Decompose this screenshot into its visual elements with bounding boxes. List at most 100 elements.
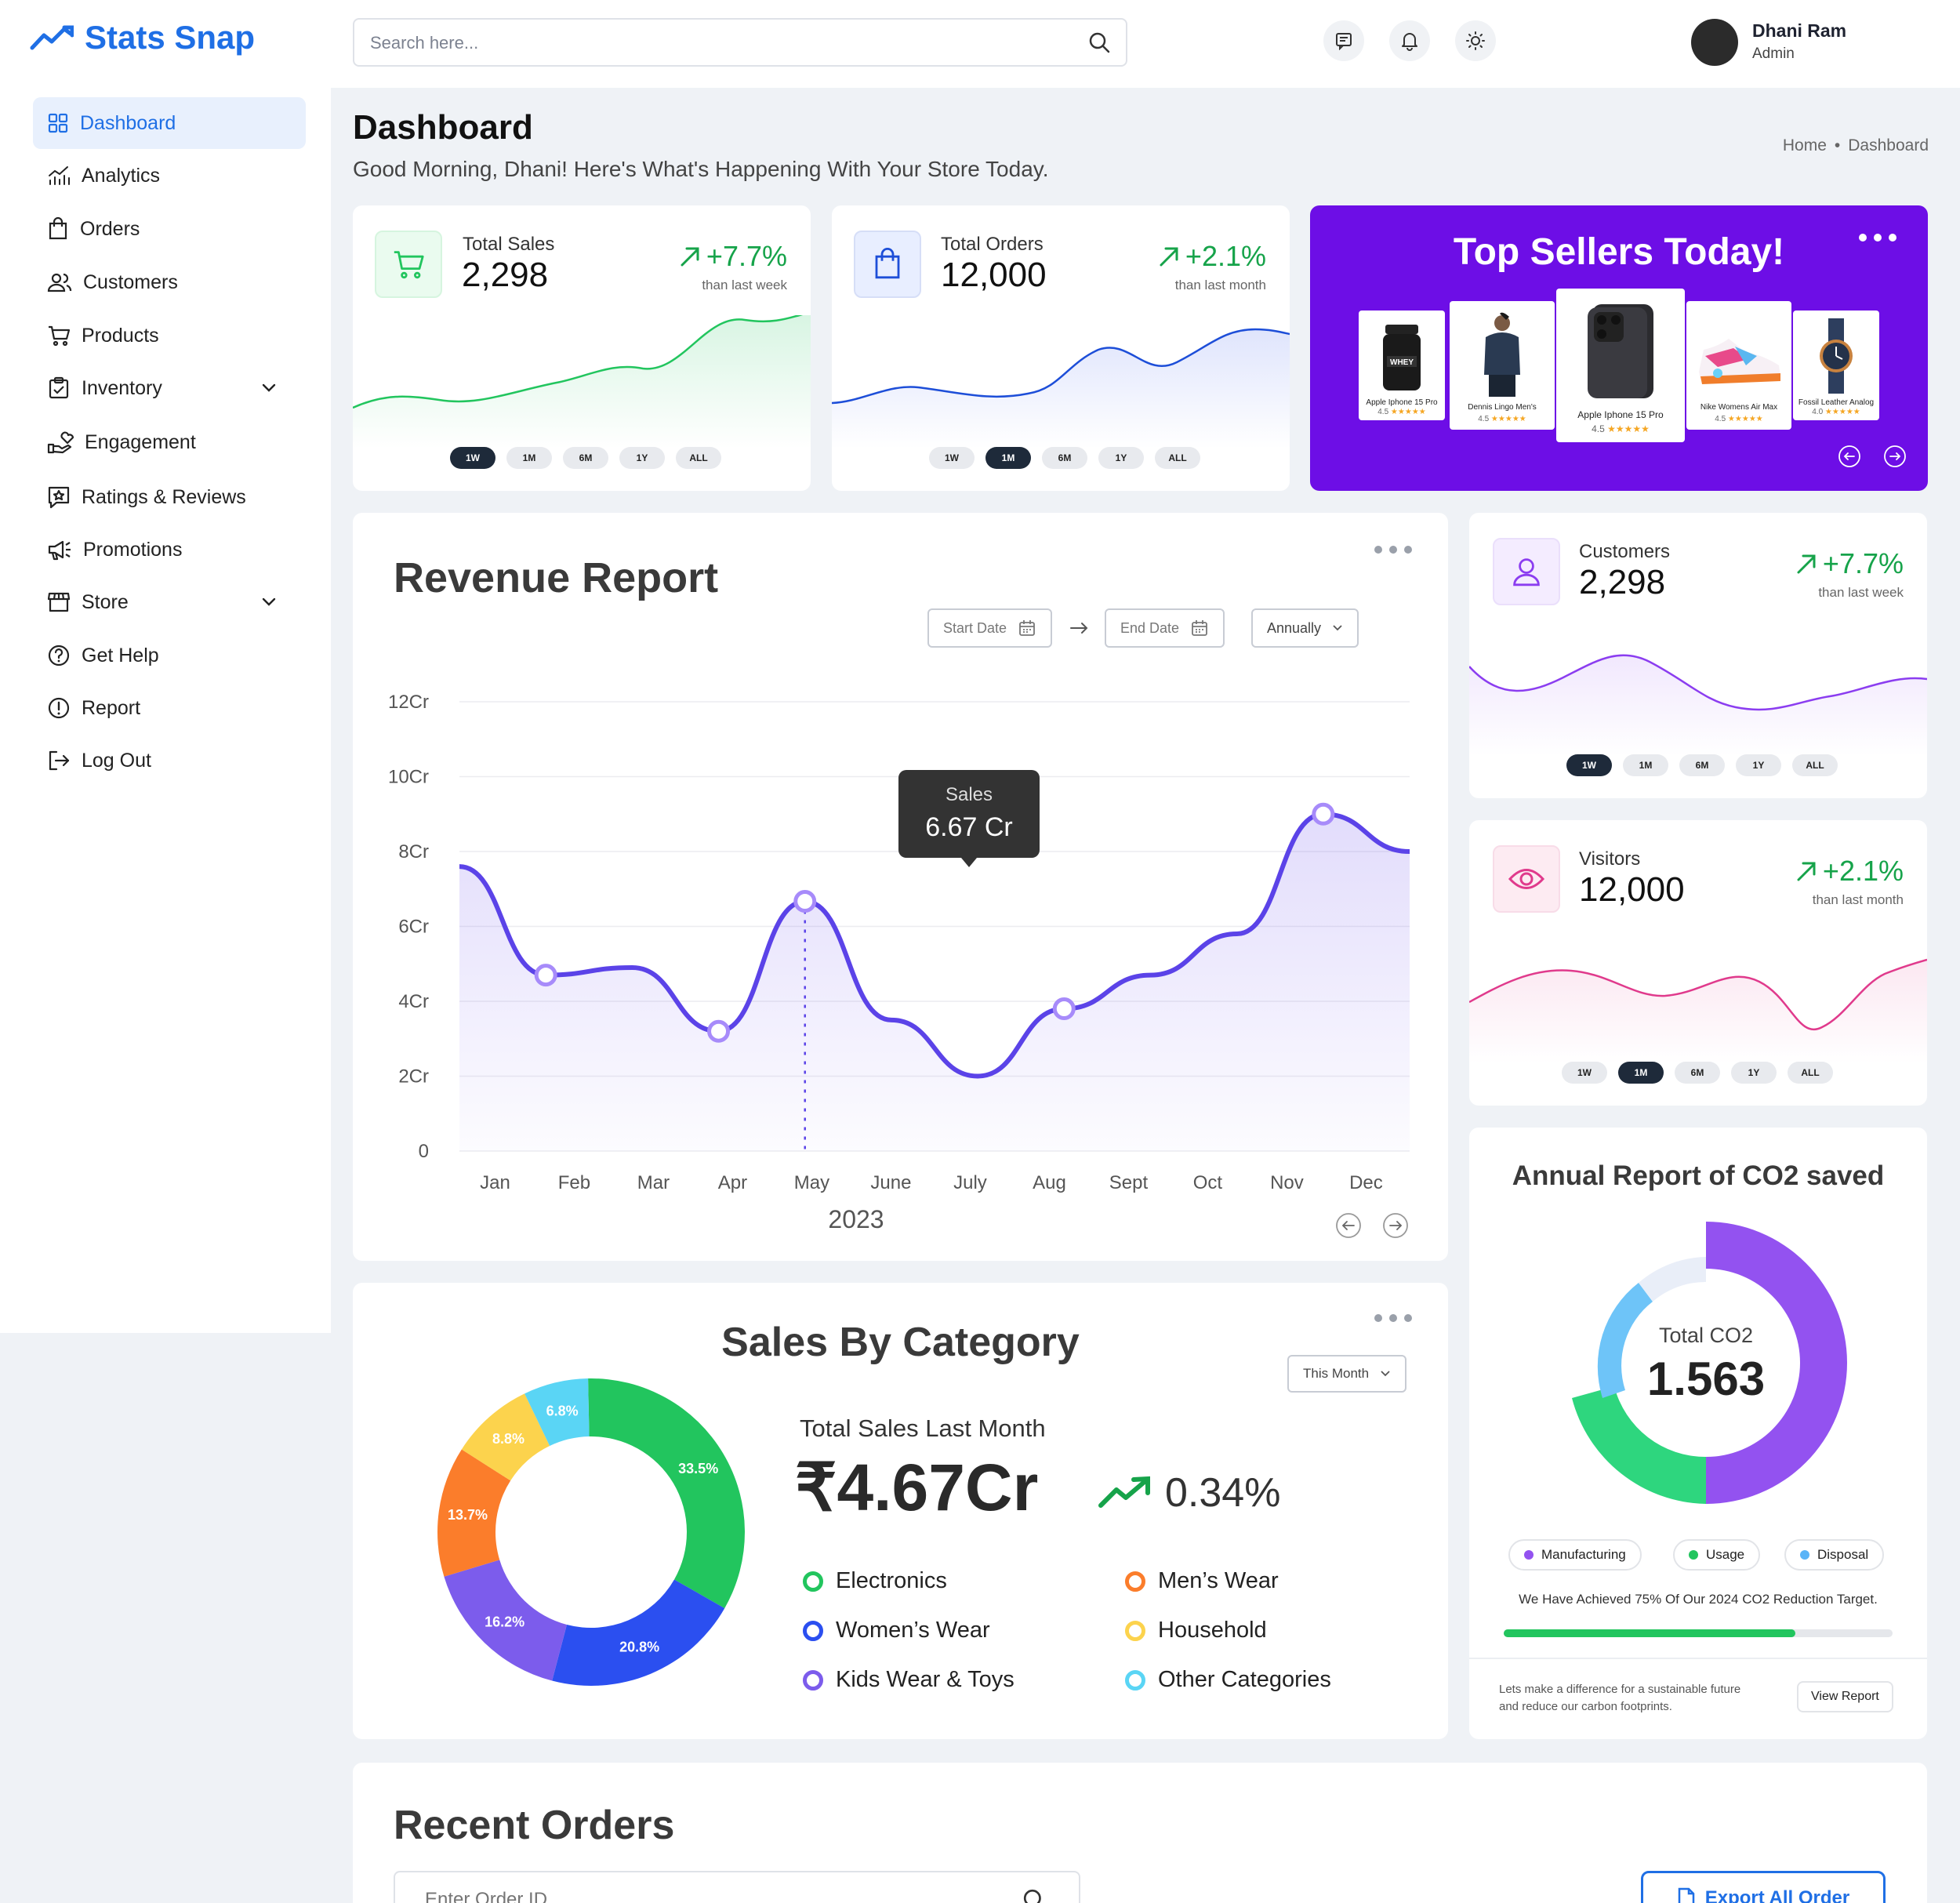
range-6m-button[interactable]: 6M — [1679, 754, 1725, 776]
shirt-model-icon — [1484, 312, 1520, 397]
slice-label: 33.5% — [678, 1461, 718, 1476]
sidebar-item-log-out[interactable]: Log Out — [33, 735, 306, 786]
tooltip-value: 6.67 Cr — [925, 812, 1013, 842]
search-icon[interactable] — [1088, 31, 1110, 53]
data-point-marker[interactable] — [793, 890, 817, 913]
sidebar-item-get-help[interactable]: Get Help — [33, 630, 306, 681]
seller-card[interactable]: Apple Iphone 15 Pro 4.5 ★★★★★ — [1556, 289, 1685, 442]
range-1m-button[interactable]: 1M — [506, 447, 552, 469]
data-point-marker[interactable] — [534, 964, 557, 987]
search-icon[interactable] — [1022, 1888, 1046, 1903]
range-1y-button[interactable]: 1Y — [619, 447, 665, 469]
more-options-button[interactable] — [1859, 234, 1896, 242]
sidebar-item-customers[interactable]: Customers — [33, 256, 306, 308]
range-6m-button[interactable]: 6M — [563, 447, 608, 469]
donut-slice[interactable] — [552, 1579, 725, 1686]
next-year-icon[interactable] — [1382, 1212, 1409, 1239]
category-period-select[interactable]: This Month — [1287, 1355, 1407, 1393]
search-input[interactable] — [370, 29, 1060, 57]
donut-slice[interactable] — [588, 1378, 745, 1609]
sidebar-item-orders[interactable]: Orders — [33, 203, 306, 255]
sidebar-item-label: Orders — [80, 217, 140, 240]
calendar-icon — [1019, 620, 1035, 636]
sidebar-item-analytics[interactable]: Analytics — [33, 150, 306, 202]
messages-button[interactable] — [1323, 20, 1364, 61]
theme-toggle-button[interactable] — [1455, 20, 1496, 61]
range-all-button[interactable]: ALL — [1155, 447, 1200, 469]
search-box[interactable] — [353, 18, 1127, 67]
range-all-button[interactable]: ALL — [1792, 754, 1838, 776]
sidebar-item-store[interactable]: Store — [33, 576, 306, 628]
order-search-box[interactable] — [394, 1871, 1080, 1903]
more-options-button[interactable] — [1374, 546, 1412, 554]
sidebar-item-report[interactable]: Report — [33, 682, 306, 734]
legend-label: Household — [1158, 1618, 1267, 1643]
range-1y-button[interactable]: 1Y — [1731, 1062, 1777, 1084]
range-1w-button[interactable]: 1W — [1566, 754, 1612, 776]
range-1y-button[interactable]: 1Y — [1736, 754, 1781, 776]
seller-card[interactable]: Fossil Leather Analog 4.0 ★★★★★ — [1793, 311, 1879, 420]
range-1w-button[interactable]: 1W — [929, 447, 975, 469]
range-1w-button[interactable]: 1W — [450, 447, 495, 469]
sidebar-item-dashboard[interactable]: Dashboard — [33, 97, 306, 149]
chevron-down-icon[interactable] — [260, 380, 278, 397]
donut-slice[interactable] — [437, 1449, 511, 1577]
sidebar-item-ratings-reviews[interactable]: Ratings & Reviews — [33, 471, 306, 523]
period-select[interactable]: Annually — [1251, 608, 1359, 648]
sidebar-item-inventory[interactable]: Inventory — [33, 362, 306, 414]
breadcrumb-current: Dashboard — [1848, 136, 1929, 154]
seller-card[interactable]: Dennis Lingo Men's 4.5 ★★★★★ — [1450, 301, 1555, 430]
sidebar-item-products[interactable]: Products — [33, 310, 306, 361]
end-date-picker[interactable]: End Date — [1105, 608, 1225, 648]
donut-slice[interactable] — [444, 1560, 567, 1681]
donut-slice[interactable] — [461, 1393, 550, 1481]
co2-center-value: 1.563 — [1646, 1353, 1766, 1405]
range-all-button[interactable]: ALL — [1788, 1062, 1833, 1084]
prev-arrow-icon[interactable] — [1837, 444, 1862, 469]
range-1y-button[interactable]: 1Y — [1098, 447, 1144, 469]
slice-label: 13.7% — [448, 1507, 488, 1523]
seller-card[interactable]: Nike Womens Air Max 4.5 ★★★★★ — [1686, 301, 1791, 430]
export-all-orders-button[interactable]: Export All Order — [1641, 1871, 1886, 1903]
period-value: Annually — [1267, 619, 1322, 636]
range-all-button[interactable]: ALL — [676, 447, 721, 469]
range-1m-button[interactable]: 1M — [1623, 754, 1668, 776]
breadcrumb: Home • Dashboard — [1783, 136, 1929, 155]
x-tick-label: Feb — [558, 1172, 590, 1193]
view-report-button[interactable]: View Report — [1797, 1681, 1893, 1712]
sidebar-item-label: Log Out — [82, 749, 151, 772]
sidebar-item-promotions[interactable]: Promotions — [33, 524, 306, 576]
app-logo[interactable]: Stats Snap — [30, 19, 255, 56]
y-tick-label: 4Cr — [398, 991, 429, 1012]
stat-change: +7.7% — [678, 240, 787, 273]
seller-card[interactable]: WHEY Apple Iphone 15 Pro 4.5 ★★★★★ — [1359, 311, 1445, 420]
sidebar-item-label: Inventory — [82, 376, 162, 399]
order-search-input[interactable] — [425, 1887, 1021, 1903]
breadcrumb-home[interactable]: Home — [1782, 136, 1827, 154]
data-point-marker[interactable] — [707, 1019, 731, 1043]
range-1w-button[interactable]: 1W — [1562, 1062, 1607, 1084]
divider — [1469, 1658, 1927, 1659]
donut-slice[interactable] — [524, 1378, 590, 1447]
next-arrow-icon[interactable] — [1882, 444, 1907, 469]
range-1m-button[interactable]: 1M — [1618, 1062, 1664, 1084]
co2-legend-disposal: Disposal — [1784, 1539, 1885, 1571]
message-icon — [1336, 33, 1352, 50]
range-1m-button[interactable]: 1M — [985, 447, 1031, 469]
range-6m-button[interactable]: 6M — [1042, 447, 1087, 469]
stat-label: Customers — [1579, 541, 1671, 562]
sidebar-item-label: Ratings & Reviews — [82, 485, 246, 508]
legend-marker — [803, 1669, 823, 1691]
chevron-down-icon[interactable] — [260, 594, 278, 611]
data-point-marker[interactable] — [1052, 997, 1076, 1021]
notifications-button[interactable] — [1389, 20, 1430, 61]
avatar[interactable] — [1691, 19, 1738, 66]
more-options-button[interactable] — [1374, 1314, 1412, 1322]
slice-label: 16.2% — [485, 1614, 524, 1629]
prev-year-icon[interactable] — [1335, 1212, 1362, 1239]
start-date-picker[interactable]: Start Date — [927, 608, 1053, 648]
trend-up-icon — [1098, 1476, 1150, 1508]
sidebar-item-engagement[interactable]: Engagement — [33, 416, 306, 468]
data-point-marker[interactable] — [1312, 802, 1335, 826]
range-6m-button[interactable]: 6M — [1675, 1062, 1720, 1084]
